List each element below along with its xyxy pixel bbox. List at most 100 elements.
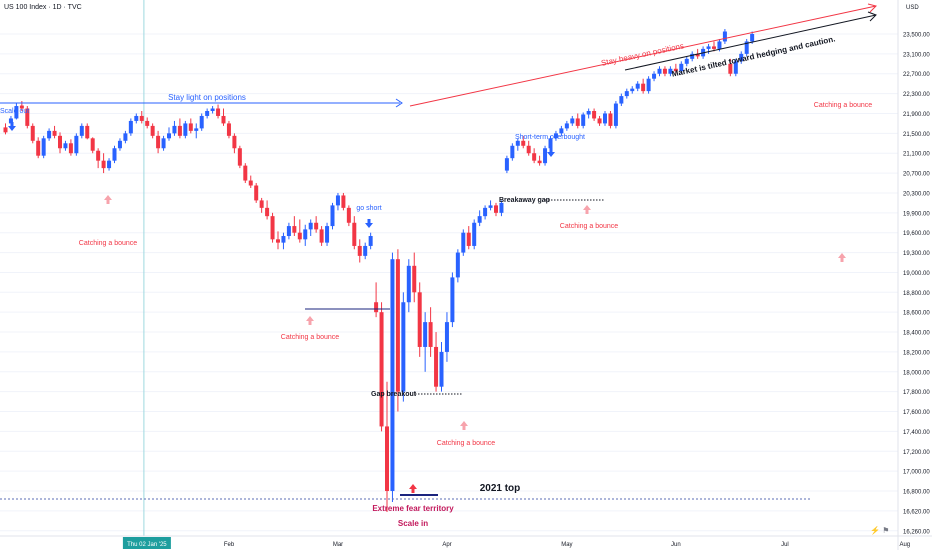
catching-bounce-label: Catching a bounce [814, 102, 872, 109]
candle-body [226, 123, 231, 136]
candle-body [570, 118, 575, 124]
candle-body [199, 115, 204, 129]
candle-body [167, 133, 171, 139]
time-axis[interactable]: Thu 02 Jan '25 Feb Mar Apr May Jun Jul Aug [0, 535, 932, 549]
caution-line [624, 14, 877, 71]
candle-body [515, 140, 520, 146]
candle-body [232, 135, 237, 149]
arrow-up-icon [838, 253, 846, 258]
x-tick-label: Aug [899, 542, 910, 548]
candle-body [641, 83, 646, 92]
candle-body [210, 108, 215, 111]
arrow-down-icon [367, 219, 371, 223]
catching-bounce-label: Catching a bounce [79, 240, 137, 247]
y-tick-label: 16,800.00 [903, 490, 930, 496]
x-tick-label: Apr [442, 542, 451, 548]
candle-body [695, 53, 700, 57]
candle-body [150, 125, 155, 136]
candle-body [14, 106, 19, 119]
x-tick-label: Mar [333, 542, 343, 548]
top-2021-label: 2021 top [480, 483, 521, 494]
candle-body [254, 185, 259, 201]
arrow-up-icon [462, 426, 466, 430]
candle-body [488, 205, 493, 208]
candle-body [41, 138, 46, 156]
gap-breakout-label: Gap breakout [371, 391, 417, 398]
candle-body [706, 46, 711, 49]
y-tick-label: 16,620.00 [903, 509, 930, 515]
candle-body [586, 110, 591, 115]
arrow-up-icon [460, 421, 468, 426]
candle-body [30, 125, 35, 141]
chart-settings-icons[interactable]: ⚡ ⚑ [870, 526, 889, 535]
candle-body [276, 239, 280, 243]
candle-body [63, 143, 68, 149]
x-tick-label: May [561, 542, 572, 548]
y-tick-label: 21,500.00 [903, 132, 930, 138]
trend-lines [0, 3, 877, 500]
candle-body [597, 118, 602, 124]
candle-body [237, 148, 242, 166]
candle-body [439, 351, 444, 387]
candle-body [188, 123, 193, 131]
candle-body [374, 302, 379, 313]
x-tick-label: Feb [224, 542, 235, 548]
arrow-up-icon [411, 489, 415, 493]
candle-body [499, 202, 504, 213]
candle-body [286, 226, 291, 237]
arrow-up-icon [583, 205, 591, 210]
arrow-down-icon [547, 152, 555, 157]
candle-body [134, 115, 139, 121]
candle-body [314, 222, 319, 230]
candle-body [548, 138, 553, 149]
candle-body [52, 130, 57, 136]
candle-body [3, 127, 8, 133]
candle-body [205, 110, 210, 116]
candle-body [412, 265, 417, 293]
candle-body [161, 138, 166, 149]
annotations: Scale out Stay light on positions Stay hea… [0, 34, 872, 528]
lightning-icon[interactable]: ⚡ [870, 526, 880, 535]
candle-body [461, 232, 466, 253]
arrow-up-right-icon [867, 3, 877, 13]
candle-body [608, 113, 613, 126]
candle-body [434, 346, 439, 387]
candle-body [183, 123, 188, 136]
candle-body [657, 68, 662, 74]
candle-body [455, 252, 460, 278]
candle-body [107, 160, 112, 169]
candle-body [308, 222, 313, 230]
arrow-up-icon [104, 195, 112, 200]
candle-body [58, 135, 62, 149]
currency-label: USD [906, 5, 919, 11]
candle-body [717, 41, 722, 49]
candles [3, 29, 755, 512]
candle-body [357, 245, 362, 256]
candle-body [303, 229, 308, 240]
candle-body [532, 153, 537, 161]
candle-body [297, 232, 302, 240]
y-tick-label: 18,000.00 [903, 370, 930, 376]
date-highlight [122, 537, 171, 549]
candle-body [668, 68, 673, 74]
candle-body [145, 120, 150, 126]
candle-body [744, 41, 749, 54]
candle-body [68, 143, 73, 154]
x-tick-label: Thu 02 Jan '25 [127, 542, 167, 548]
candle-body [450, 277, 455, 323]
price-axis[interactable]: 16,260.00 16,620.00 16,800.00 17,000.00 17,2… [897, 0, 930, 550]
y-tick-label: 16,260.00 [903, 529, 930, 535]
y-tick-label: 22,700.00 [903, 72, 930, 78]
flag-icon[interactable]: ⚑ [882, 526, 890, 535]
y-tick-label: 17,600.00 [903, 410, 930, 416]
arrow-up-icon [106, 200, 110, 204]
candle-body [559, 128, 564, 134]
y-tick-label: 22,300.00 [903, 92, 930, 98]
candle-body [281, 236, 286, 243]
candle-body [543, 148, 548, 164]
y-tick-label: 17,400.00 [903, 430, 930, 436]
candle-body [521, 140, 526, 146]
arrow-up-icon [308, 321, 312, 325]
y-tick-label: 19,900.00 [903, 211, 930, 217]
